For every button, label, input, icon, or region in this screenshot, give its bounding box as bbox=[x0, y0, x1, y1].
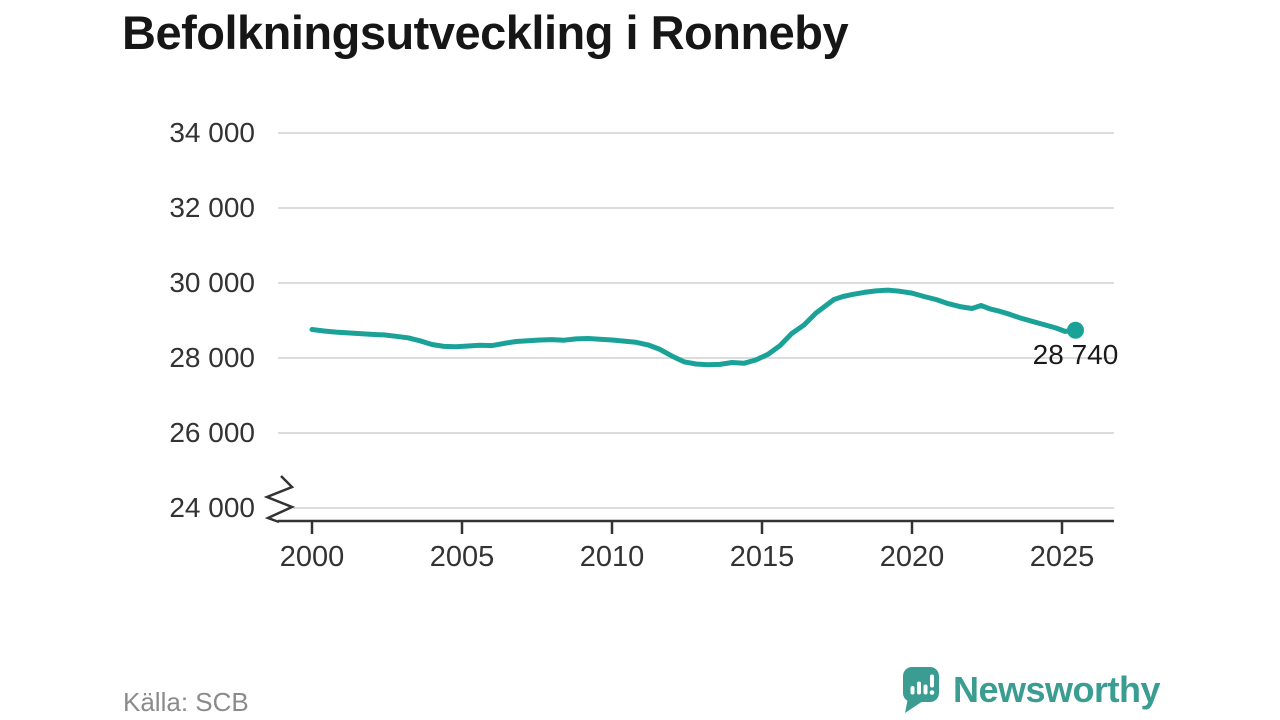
newsworthy-logo: Newsworthy bbox=[901, 664, 1161, 716]
last-value-label: 28 740 bbox=[1032, 339, 1119, 371]
population-line bbox=[309, 287, 1078, 368]
newsworthy-wordmark: Newsworthy bbox=[953, 669, 1161, 710]
last-point-marker bbox=[1067, 321, 1084, 339]
axis-break-icon bbox=[263, 475, 296, 524]
source-caption: Källa: SCB bbox=[123, 687, 249, 717]
newsworthy-speech-bubble-bar-chart-icon bbox=[903, 667, 939, 713]
chart-title: Befolkningsutveckling i Ronneby bbox=[122, 6, 849, 59]
